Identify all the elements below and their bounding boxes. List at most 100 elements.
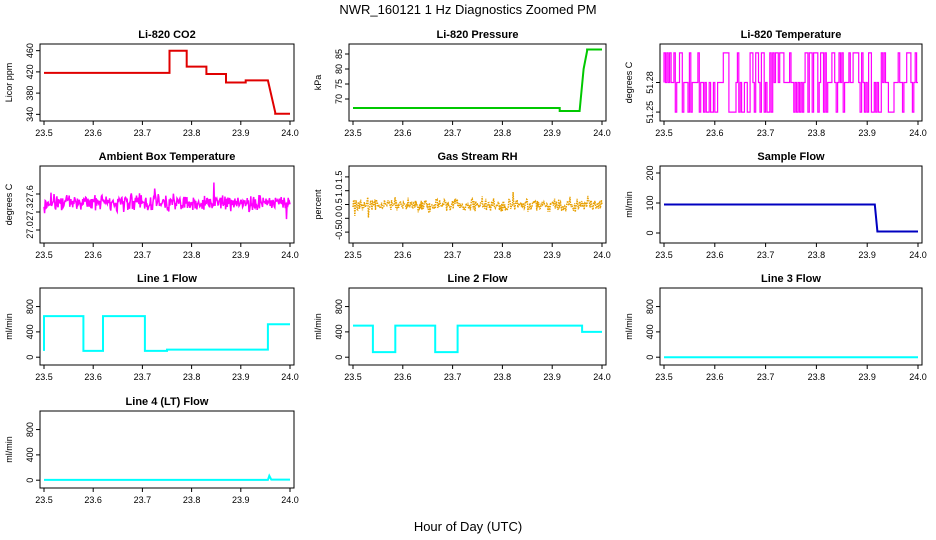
panel-5: Gas Stream RH 23.5 23.6 23.7 23.8 23.9 24.0 -0.… (313, 151, 611, 260)
series-line (43, 182, 291, 220)
figure-xlabel: Hour of Day (UTC) (414, 519, 522, 534)
y-axis-label: ml/min (624, 191, 634, 218)
panel-9: Line 3 Flow 23.5 23.6 23.7 23.8 23.9 24.0 0 400 8… (624, 273, 927, 382)
y-axis-label: degrees C (4, 183, 14, 225)
x-tick-label: 23.8 (808, 372, 826, 382)
plot-frame (659, 165, 923, 244)
panel-4: Ambient Box Temperature 23.5 23.6 23.7 23.8 2… (4, 151, 299, 260)
x-tick-label: 23.9 (232, 495, 250, 505)
x-tick-label: 23.8 (183, 495, 201, 505)
y-axis-label: ml/min (4, 436, 14, 463)
y-tick-label: 460 (25, 43, 35, 58)
x-tick-label: 24.0 (281, 372, 299, 382)
x-tick-label: 23.8 (183, 372, 201, 382)
x-tick-label: 23.9 (543, 250, 561, 260)
plot-area (44, 49, 290, 115)
x-tick-label: 24.0 (909, 372, 927, 382)
x-tick-label: 23.6 (394, 128, 412, 138)
x-tick-label: 24.0 (281, 128, 299, 138)
x-tick-label: 23.7 (134, 372, 152, 382)
series-line (44, 49, 290, 115)
plot-area (664, 203, 918, 233)
plot-area (44, 473, 290, 481)
y-tick-label: 400 (25, 324, 35, 339)
y-axis-label: ml/min (624, 313, 634, 340)
x-tick-label: 23.7 (444, 372, 462, 382)
series-line (44, 473, 290, 481)
y-tick-label: 800 (645, 299, 655, 314)
x-tick-label: 23.5 (344, 128, 362, 138)
y-tick-label: 400 (25, 447, 35, 462)
x-tick-label: 23.6 (706, 128, 724, 138)
y-tick-label: 380 (25, 86, 35, 101)
panel-title: Line 2 Flow (448, 273, 508, 285)
y-tick-label: 420 (25, 64, 35, 79)
x-tick-label: 24.0 (593, 372, 611, 382)
x-tick-label: 23.9 (232, 128, 250, 138)
x-tick-label: 23.7 (444, 250, 462, 260)
plot-frame (39, 410, 295, 489)
y-tick-label: 0 (25, 355, 35, 360)
y-tick-label: 75 (334, 79, 344, 89)
y-tick-label: 1.0 (334, 184, 344, 197)
x-tick-label: 23.6 (394, 250, 412, 260)
x-tick-label: 23.5 (35, 372, 53, 382)
x-tick-label: 24.0 (593, 250, 611, 260)
y-tick-label: 200 (645, 165, 655, 180)
panel-title: Line 1 Flow (137, 273, 197, 285)
x-tick-label: 23.6 (706, 372, 724, 382)
panel-3: Li-820 Temperature 23.5 23.6 23.7 23.8 23.9 24… (624, 29, 927, 138)
y-axis-label: Licor ppm (4, 63, 14, 103)
y-tick-label: 800 (25, 299, 35, 314)
x-tick-label: 23.5 (35, 495, 53, 505)
panel-title: Gas Stream RH (437, 151, 517, 163)
plot-area (43, 182, 291, 220)
y-tick-label: 340 (25, 107, 35, 122)
plot-frame (39, 43, 295, 122)
x-tick-label: 23.5 (655, 372, 673, 382)
x-tick-label: 23.6 (394, 372, 412, 382)
x-tick-label: 23.6 (84, 495, 102, 505)
panel-title: Line 4 (LT) Flow (126, 396, 209, 408)
plot-area (43, 315, 290, 352)
y-tick-label: 0 (645, 230, 655, 235)
panel-1: Li-820 CO2 23.5 23.6 23.7 23.8 23.9 24.0 340 380… (4, 29, 299, 138)
y-tick-label: 1.5 (334, 171, 344, 184)
y-axis-label: ml/min (313, 313, 323, 340)
y-axis-label: degrees C (624, 61, 634, 103)
x-tick-label: 23.7 (134, 495, 152, 505)
series-line (352, 191, 603, 218)
x-tick-label: 23.8 (183, 128, 201, 138)
panel-title: Line 3 Flow (761, 273, 821, 285)
panel-title: Li-820 Pressure (437, 29, 519, 41)
y-tick-label: 85 (334, 49, 344, 59)
panel-title: Li-820 Temperature (741, 29, 842, 41)
panel-title: Ambient Box Temperature (99, 151, 236, 163)
series-line (43, 315, 290, 352)
x-tick-label: 23.9 (858, 250, 876, 260)
plot-frame (39, 165, 295, 244)
y-tick-label: 27.3 (25, 203, 35, 221)
x-tick-label: 23.8 (183, 250, 201, 260)
series-line (353, 48, 602, 112)
x-tick-label: 23.9 (232, 372, 250, 382)
x-tick-label: 23.5 (655, 250, 673, 260)
plot-area (353, 324, 602, 354)
x-tick-label: 23.5 (35, 250, 53, 260)
panel-10: Line 4 (LT) Flow 23.5 23.6 23.7 23.8 23.9 24.0… (4, 396, 299, 505)
y-tick-label: 0 (25, 478, 35, 483)
plot-frame (348, 43, 607, 122)
y-axis-label: ml/min (4, 313, 14, 340)
x-tick-label: 23.8 (494, 250, 512, 260)
x-tick-label: 23.5 (344, 372, 362, 382)
y-tick-label: 400 (645, 324, 655, 339)
x-tick-label: 23.5 (655, 128, 673, 138)
y-tick-label: -0.5 (334, 224, 344, 240)
y-tick-label: 0.0 (334, 212, 344, 225)
panel-8: Line 2 Flow 23.5 23.6 23.7 23.8 23.9 24.0 0 400 8… (313, 273, 611, 382)
x-tick-label: 24.0 (593, 128, 611, 138)
x-tick-label: 23.6 (84, 128, 102, 138)
x-tick-label: 23.9 (858, 372, 876, 382)
x-tick-label: 24.0 (281, 495, 299, 505)
